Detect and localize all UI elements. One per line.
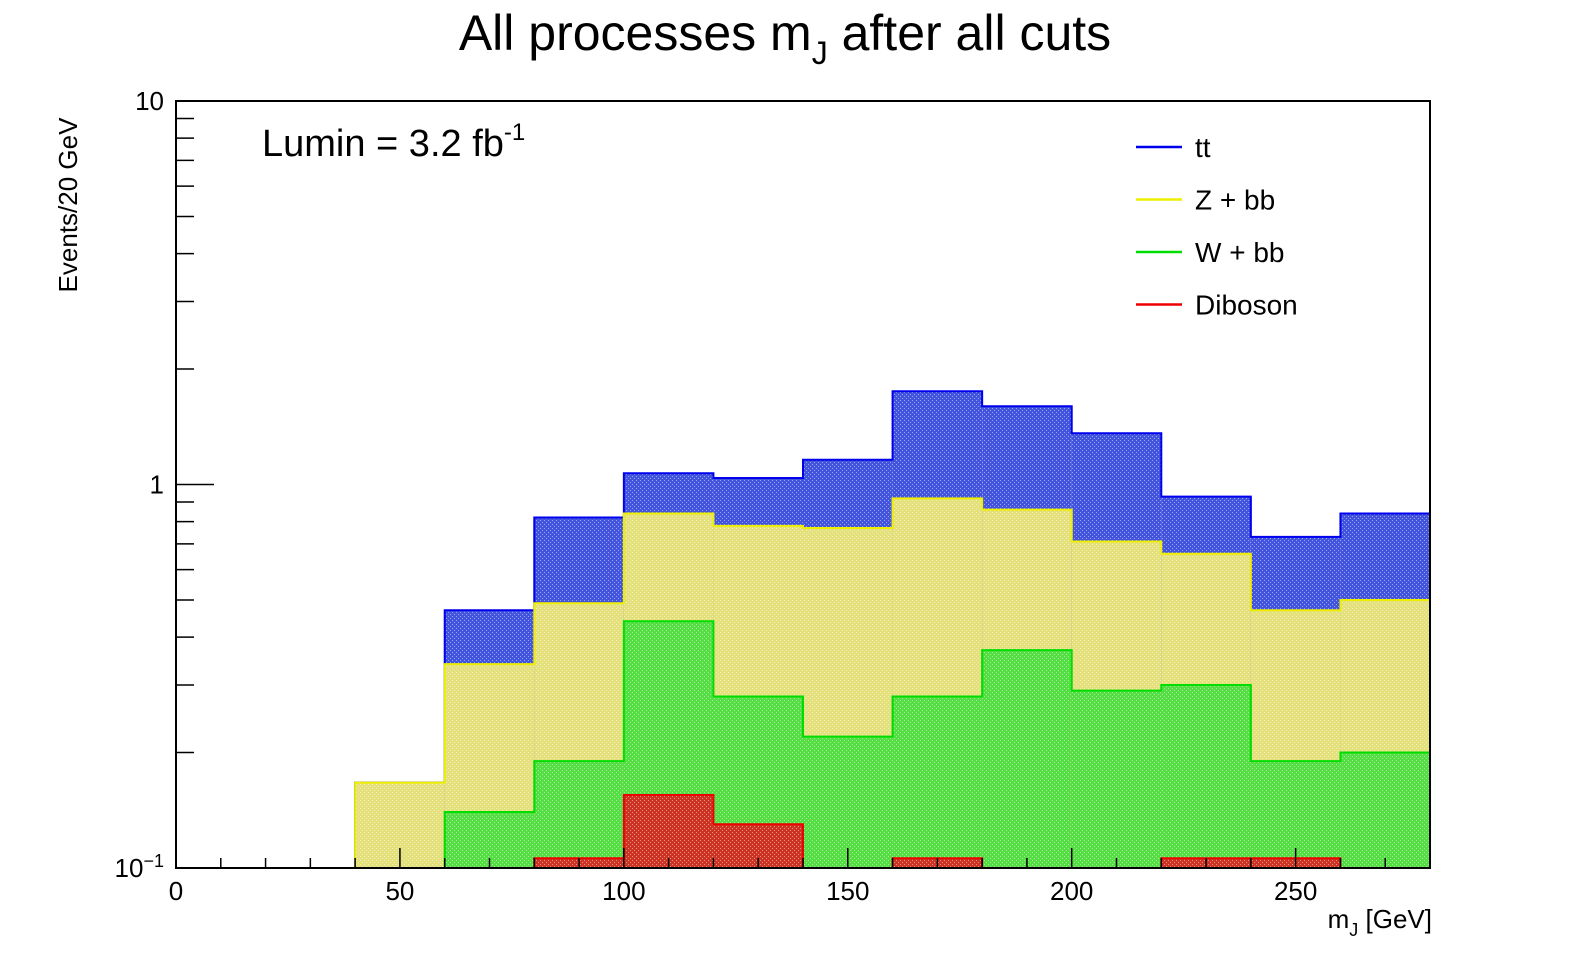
x-tick-label: 50 bbox=[385, 876, 414, 906]
x-axis-title: mJ [GeV] bbox=[1328, 904, 1432, 940]
y-axis-title: Events/20 GeV bbox=[53, 117, 83, 293]
bar-hatch-w-bb bbox=[982, 650, 1072, 868]
bar-hatch-w-bb bbox=[1071, 690, 1162, 868]
x-axis: 0 50 100 150 200 250 bbox=[169, 848, 1431, 906]
legend-item-w-bb: W + bb bbox=[1136, 237, 1284, 268]
series-w-bb bbox=[176, 620, 1430, 869]
legend-item-z-bb: Z + bb bbox=[1136, 185, 1275, 216]
bar-hatch-w-bb bbox=[534, 761, 624, 868]
legend-label: W + bb bbox=[1195, 237, 1284, 268]
legend-item-diboson: Diboson bbox=[1136, 290, 1298, 321]
x-tick-label: 0 bbox=[169, 876, 183, 906]
legend-item-tt: tt bbox=[1136, 132, 1211, 163]
outline-z-bb bbox=[176, 497, 1430, 869]
x-tick-label: 100 bbox=[602, 876, 645, 906]
outline-w-bb bbox=[176, 620, 1430, 869]
stacked-histogram bbox=[176, 390, 1430, 869]
legend-label: Diboson bbox=[1195, 290, 1298, 321]
legend-label: Z + bb bbox=[1195, 185, 1275, 216]
plot-frame bbox=[175, 100, 1431, 869]
y-tick-label: 1 bbox=[150, 470, 164, 500]
y-axis: 10 1 10−1 bbox=[115, 86, 214, 883]
y-tick-label: 10−1 bbox=[115, 851, 164, 883]
x-tick-label: 250 bbox=[1274, 876, 1317, 906]
luminosity-annotation: Lumin = 3.2 fb-1 bbox=[262, 119, 525, 165]
chart-title: All processes mJ after all cuts bbox=[459, 5, 1111, 71]
x-tick-label: 150 bbox=[826, 876, 869, 906]
bar-hatch-diboson bbox=[623, 795, 714, 868]
y-tick-label: 10 bbox=[135, 86, 164, 116]
bar-hatch-w-bb bbox=[803, 736, 893, 868]
bar-hatch-w-bb bbox=[892, 696, 983, 868]
legend: tt Z + bb W + bb Diboson bbox=[1136, 132, 1298, 321]
x-tick-label: 200 bbox=[1050, 876, 1093, 906]
bar-hatch-w-bb bbox=[1161, 685, 1251, 868]
legend-label: tt bbox=[1195, 132, 1211, 163]
bar-hatch-w-bb bbox=[1340, 752, 1430, 868]
